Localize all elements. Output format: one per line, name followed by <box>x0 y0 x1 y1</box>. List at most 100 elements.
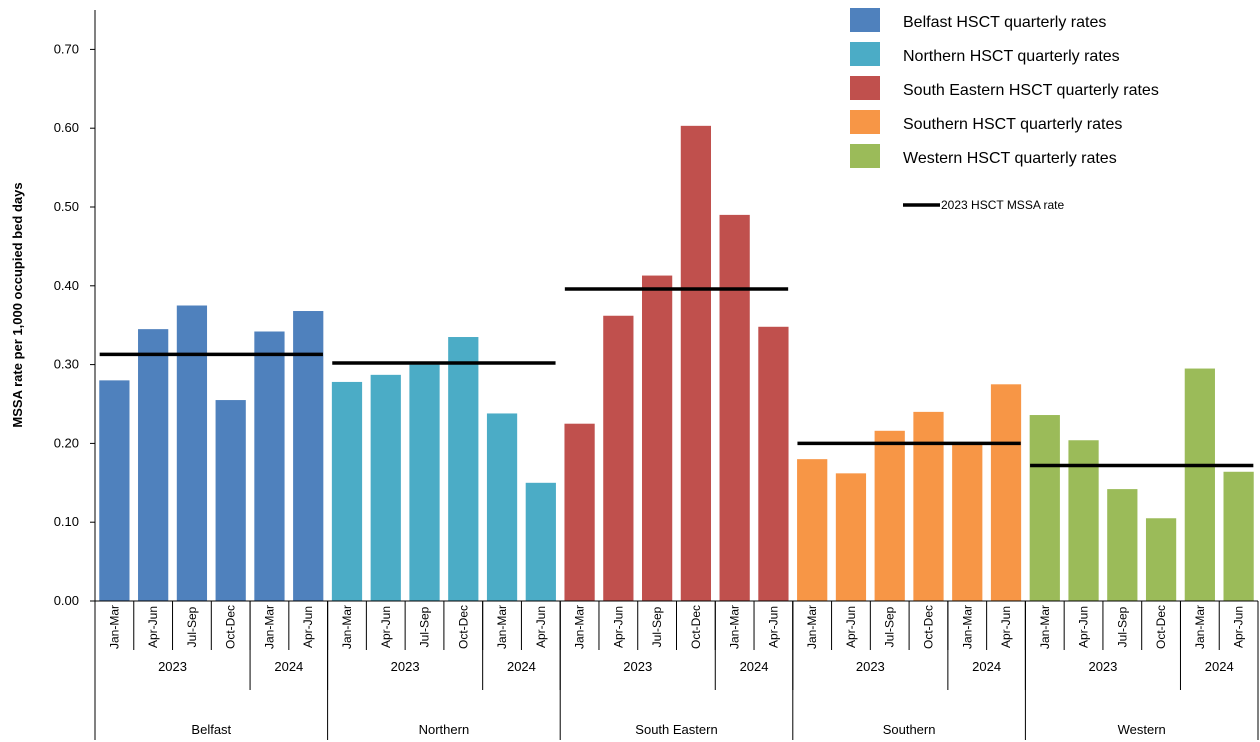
bar <box>215 400 246 601</box>
legend-swatch <box>850 42 880 66</box>
category-label: Jan-Mar <box>107 605 121 649</box>
bar <box>835 473 867 601</box>
bar <box>1145 518 1177 601</box>
y-axis-title-group: MSSA rate per 1,000 occupied bed days <box>10 182 25 427</box>
bar <box>370 374 401 601</box>
category-label: Apr-Jun <box>611 606 625 648</box>
legend-label: South Eastern HSCT quarterly rates <box>903 82 1159 99</box>
trust-label: Southern <box>883 722 936 737</box>
bar <box>680 125 712 601</box>
bar <box>952 443 983 601</box>
bar <box>1107 489 1138 601</box>
y-tick-label: 0.30 <box>54 357 79 372</box>
category-label: Jan-Mar <box>262 605 276 649</box>
year-label: 2023 <box>391 659 420 674</box>
y-tick-label: 0.60 <box>54 120 79 135</box>
year-label: 2023 <box>1088 659 1117 674</box>
y-tick-label: 0.20 <box>54 435 79 450</box>
category-label: Apr-Jun <box>1077 606 1091 648</box>
x-axis: Jan-Mar Apr-Jun Jul-Sep Oct-Dec Jan-Mar Apr-J… <box>94 600 1259 740</box>
bar <box>874 430 905 601</box>
y-axis: 0.00 0.10 0.20 0.30 0.40 0.50 0.60 0.70 <box>54 10 96 608</box>
category-label: Jan-Mar <box>960 605 974 649</box>
legend-line-label: 2023 HSCT MSSA rate <box>941 198 1064 212</box>
bar <box>1223 471 1254 601</box>
category-label: Apr-Jun <box>146 606 160 648</box>
bars-layer <box>99 125 1254 601</box>
category-label: Jan-Mar <box>805 605 819 649</box>
bar <box>525 482 556 601</box>
category-label: Jul-Sep <box>1115 606 1129 647</box>
year-label: 2024 <box>274 659 303 674</box>
category-label: Jan-Mar <box>495 605 509 649</box>
bar <box>486 413 518 601</box>
year-label: 2024 <box>740 659 769 674</box>
category-label: Oct-Dec <box>224 605 238 649</box>
legend-label: Belfast HSCT quarterly rates <box>903 14 1106 31</box>
year-label: 2024 <box>1205 659 1234 674</box>
category-label: Jan-Mar <box>1193 605 1207 649</box>
y-tick-label: 0.50 <box>54 199 79 214</box>
year-label: 2024 <box>972 659 1001 674</box>
bar <box>797 459 828 601</box>
bar <box>409 364 440 601</box>
category-label: Apr-Jun <box>844 606 858 648</box>
year-label: 2023 <box>623 659 652 674</box>
legend-swatch <box>850 110 880 134</box>
legend-swatch <box>850 144 880 168</box>
category-label: Apr-Jun <box>999 606 1013 648</box>
y-tick-label: 0.40 <box>54 278 79 293</box>
bar <box>448 337 479 601</box>
category-label: Jul-Sep <box>650 606 664 647</box>
annual-rate-lines <box>99 287 1254 468</box>
bar <box>1029 415 1060 601</box>
legend-swatch <box>850 8 880 32</box>
category-label: Oct-Dec <box>689 605 703 649</box>
bar <box>331 381 363 601</box>
bar <box>293 311 324 601</box>
bar <box>603 315 634 601</box>
category-label: Jul-Sep <box>883 606 897 647</box>
legend-label: Western HSCT quarterly rates <box>903 150 1117 167</box>
category-label: Oct-Dec <box>456 605 470 649</box>
trust-label: Western <box>1118 722 1166 737</box>
category-label: Jan-Mar <box>340 605 354 649</box>
category-label: Apr-Jun <box>301 606 315 648</box>
bar <box>641 275 673 601</box>
y-tick-label: 0.00 <box>54 593 79 608</box>
category-label: Oct-Dec <box>921 605 935 649</box>
bar <box>138 329 169 601</box>
category-label: Jan-Mar <box>573 605 587 649</box>
bar <box>254 331 285 601</box>
legend-swatch <box>850 76 880 100</box>
category-label: Apr-Jun <box>379 606 393 648</box>
category-label: Apr-Jun <box>766 606 780 648</box>
category-label: Jan-Mar <box>1038 605 1052 649</box>
legend-label: Southern HSCT quarterly rates <box>903 116 1122 133</box>
bar <box>99 380 130 601</box>
bar <box>1184 368 1215 601</box>
bar <box>913 411 944 601</box>
trust-label: Northern <box>419 722 470 737</box>
category-label: Oct-Dec <box>1154 605 1168 649</box>
category-label: Jan-Mar <box>728 605 742 649</box>
year-label: 2023 <box>856 659 885 674</box>
year-label: 2024 <box>507 659 536 674</box>
category-label: Apr-Jun <box>1232 606 1246 648</box>
legend-label: Northern HSCT quarterly rates <box>903 48 1120 65</box>
bar <box>719 214 750 601</box>
y-axis-title: MSSA rate per 1,000 occupied bed days <box>10 182 25 427</box>
trust-label: Belfast <box>191 722 231 737</box>
y-tick-label: 0.10 <box>54 514 79 529</box>
bar <box>564 423 595 601</box>
category-label: Apr-Jun <box>534 606 548 648</box>
category-label: Jul-Sep <box>185 606 199 647</box>
trust-label: South Eastern <box>635 722 717 737</box>
year-label: 2023 <box>158 659 187 674</box>
legend: Belfast HSCT quarterly rates Northern HSC… <box>850 8 1159 212</box>
category-label: Jul-Sep <box>418 606 432 647</box>
bar <box>990 384 1022 601</box>
bar <box>176 305 208 601</box>
y-tick-label: 0.70 <box>54 41 79 56</box>
